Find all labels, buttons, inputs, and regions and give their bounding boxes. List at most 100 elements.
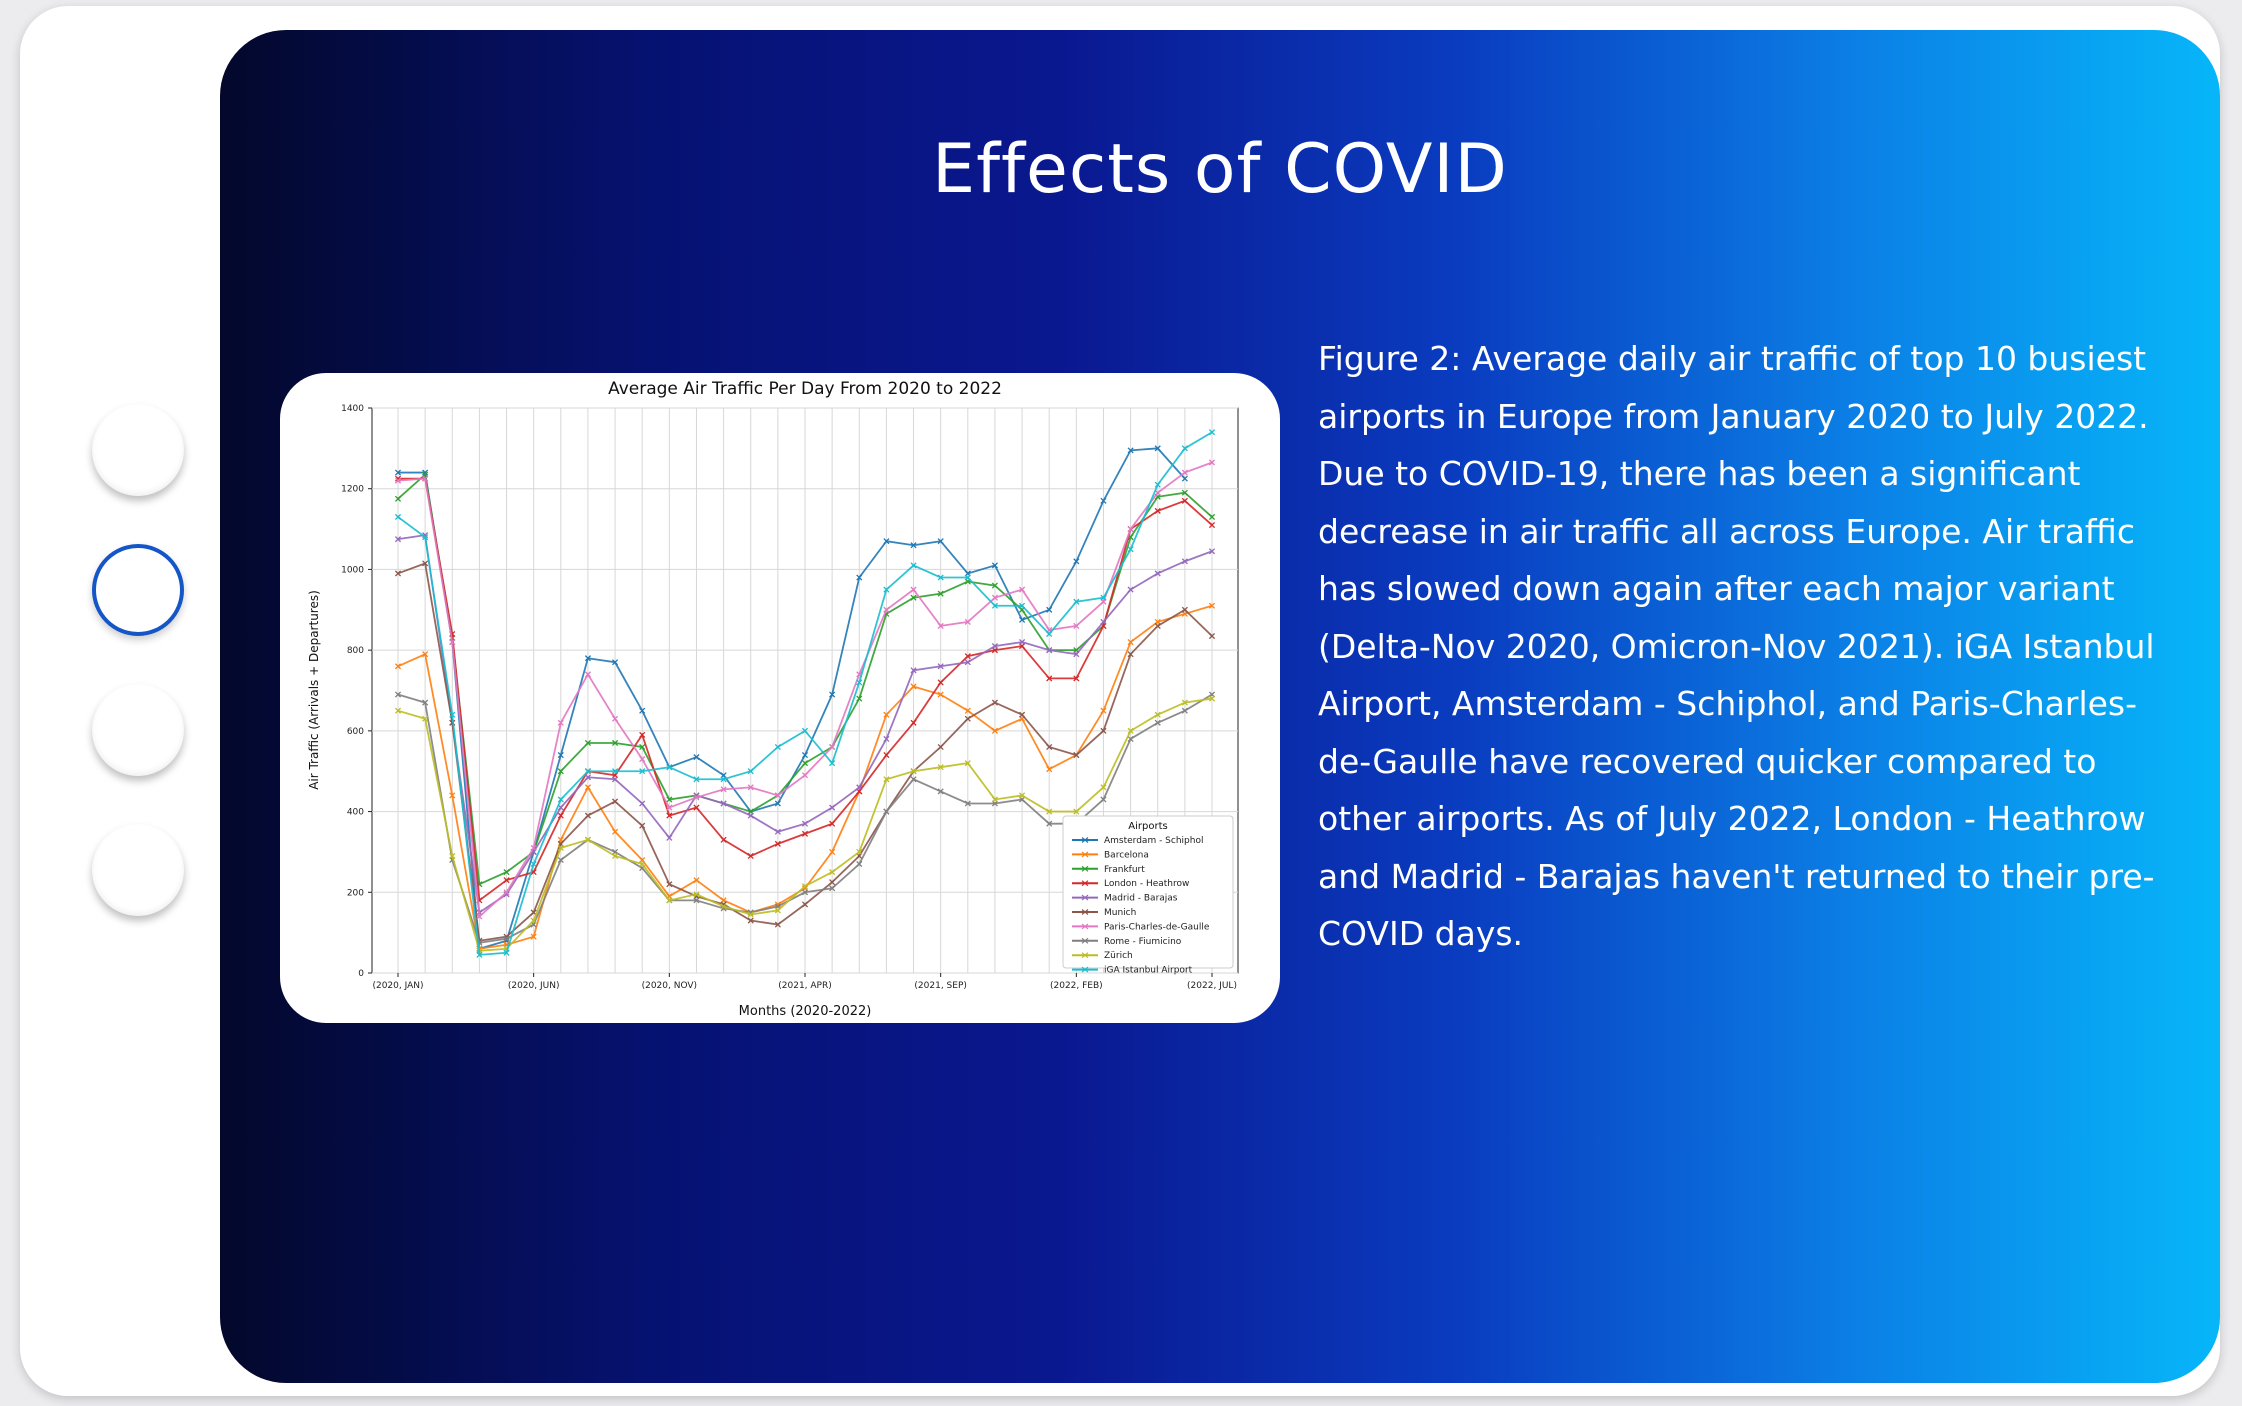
data-point [964,574,971,581]
legend-item: Amsterdam - Schiphol [1072,836,1203,846]
data-point [910,768,917,775]
data-point [1046,647,1053,654]
data-point [557,752,564,759]
slide-title: Effects of COVID [932,130,1508,209]
data-point [557,796,564,803]
data-point [639,743,646,751]
data-point [720,800,727,807]
data-point [1154,711,1161,718]
data-point [612,715,619,722]
data-point [991,582,998,589]
data-point [1073,752,1080,759]
data-point [883,586,890,593]
data-point [557,844,564,851]
data-point [1073,651,1080,658]
data-point [422,469,429,476]
data-point [747,911,754,918]
data-point [503,949,510,956]
y-tick-label: 1200 [341,485,364,495]
data-point [910,776,917,783]
data-point [422,475,429,482]
data-point [422,699,429,706]
data-point [991,699,998,706]
data-point [503,935,510,942]
data-point [774,921,781,928]
data-point [584,739,591,747]
y-tick-label: 400 [347,808,364,818]
series-paris-charles-de-gaulle [394,459,1216,920]
data-point [1127,447,1134,454]
line-chart: 0 200 400 600 800 1000 1200 1400 (2020, JAN) (202… [307,379,1239,1019]
data-point [856,574,863,581]
data-point [747,917,754,924]
data-point [503,869,510,876]
data-point [394,570,402,577]
data-point [449,852,456,860]
data-point [937,622,944,629]
data-point [1181,497,1188,504]
data-point [1208,548,1216,555]
data-point [829,885,836,892]
x-axis-label: Months (2020-2022) [739,1004,872,1019]
data-point [1208,459,1216,466]
data-point [666,804,673,811]
data-point [910,562,917,569]
legend: Airports Amsterdam - Schiphol Barcelona Fr… [1062,815,1234,976]
slide-nav-dot-4[interactable] [92,824,184,916]
data-point [1127,586,1134,593]
data-point [394,536,402,543]
data-point [503,889,510,896]
data-point [774,800,781,807]
data-point [1208,429,1216,436]
data-point [639,756,646,763]
data-point [557,768,564,775]
data-point [693,897,700,904]
data-point [639,768,646,775]
data-point [584,836,591,843]
data-point [584,671,591,678]
data-point [883,752,890,759]
data-point [639,800,646,807]
data-point [1100,727,1107,734]
data-point [964,659,971,666]
data-point [1073,558,1080,565]
data-point [1073,808,1080,815]
legend-marker [1081,937,1089,944]
data-point [1181,489,1188,496]
data-point [883,711,890,718]
slide-nav-dot-3[interactable] [92,684,184,776]
legend-label: Paris-Charles-de-Gaulle [1104,922,1210,932]
data-point [937,679,944,686]
data-point [829,760,836,767]
data-point [1154,622,1161,629]
y-tick-label: 1000 [341,565,364,575]
data-point [801,883,809,890]
slide-nav-dot-2-active[interactable] [92,544,184,636]
x-tick-label: (2020, JUN) [508,981,560,991]
data-point [747,812,754,819]
data-point [1208,521,1216,529]
data-point [1100,618,1107,625]
series-lines [394,429,1216,958]
data-point [1019,792,1026,799]
data-point [1019,639,1026,646]
legend-label: Madrid - Barajas [1104,894,1178,904]
data-point [774,840,781,847]
data-point [530,917,537,924]
data-point [720,786,727,793]
y-tick-label: 800 [347,646,364,656]
data-point [394,691,402,698]
data-point [503,877,510,884]
legend-title: Airports [1128,821,1167,832]
data-point [1154,570,1161,577]
data-point [829,848,836,855]
slide-nav-dot-1[interactable] [92,404,184,496]
data-point [584,655,591,662]
data-point [720,903,727,910]
data-point [557,856,564,864]
legend-item: Munich [1072,908,1136,918]
data-point [1073,598,1080,605]
legend-label: Frankfurt [1104,865,1145,875]
data-point [394,469,402,476]
data-point [829,691,836,698]
